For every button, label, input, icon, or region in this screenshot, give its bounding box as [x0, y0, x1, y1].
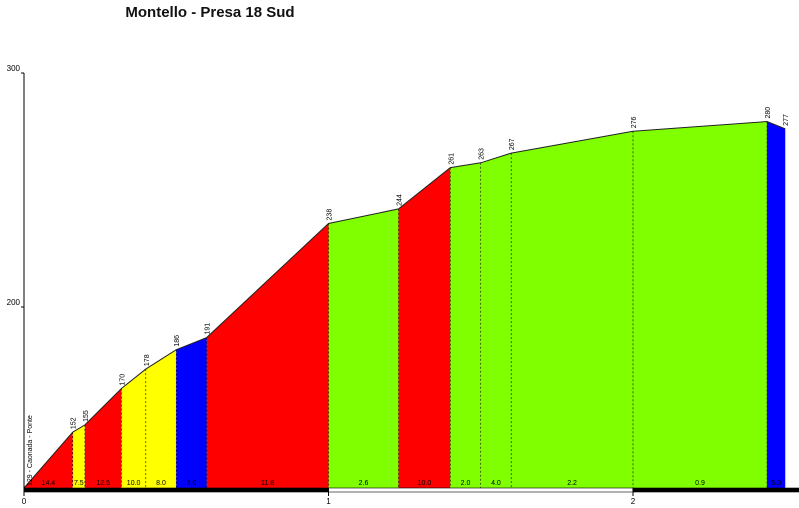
- altitude-label: 276: [631, 116, 638, 128]
- gradient-segment-7: [328, 208, 399, 488]
- distance-band: [328, 487, 634, 493]
- x-tick-label: 1: [326, 497, 331, 506]
- gradient-label: 10.0: [418, 480, 432, 487]
- gradient-segment-6: [206, 223, 329, 488]
- gradient-segment-13: [766, 121, 786, 488]
- gradient-label: 8.0: [156, 480, 166, 487]
- distance-band: [632, 487, 799, 493]
- gradient-label: 2.6: [359, 480, 369, 487]
- gradient-label: 0.9: [695, 480, 705, 487]
- y-tick-label: 300: [7, 64, 21, 73]
- gradient-label: 7.5: [74, 480, 84, 487]
- gradient-segment-11: [511, 131, 633, 489]
- profile-line: [23, 121, 786, 489]
- gradient-segment-2: [84, 388, 122, 488]
- gradient-segment-1: [72, 424, 85, 488]
- gradient-label: 10.0: [127, 480, 141, 487]
- altitude-label: 267: [509, 138, 516, 150]
- x-tick-label: 0: [22, 497, 27, 506]
- altitude-label: 244: [397, 194, 404, 206]
- altitude-label: 170: [119, 374, 126, 386]
- altitude-label: 152: [71, 417, 78, 429]
- gradient-label: 4.0: [491, 480, 501, 487]
- gradient-label: 12.5: [96, 480, 110, 487]
- gradient-label: 11.8: [261, 480, 274, 487]
- altitude-label: 277: [783, 114, 790, 126]
- gradient-segment-9: [450, 162, 481, 488]
- distance-band: [23, 487, 329, 493]
- altitude-label: 263: [479, 148, 486, 160]
- y-tick-label: 200: [7, 298, 21, 307]
- altitude-label: 186: [174, 335, 181, 347]
- x-tick-label: 2: [631, 497, 636, 506]
- altitude-label: 280: [765, 107, 772, 119]
- gradient-segment-12: [633, 121, 767, 488]
- altitude-label: 178: [144, 354, 151, 366]
- gradient-segment-4: [145, 349, 177, 488]
- gradient-label: 2.0: [461, 480, 471, 487]
- gradient-segment-5: [176, 337, 207, 488]
- gradient-segment-8: [398, 167, 451, 489]
- altitude-label: 238: [327, 209, 334, 221]
- gradient-label: 5.0: [771, 480, 781, 487]
- gradient-segment-10: [480, 153, 512, 489]
- gradient-label: 14.4: [42, 480, 56, 487]
- gradient-label: 2.2: [567, 480, 577, 487]
- altitude-label: 191: [205, 323, 212, 335]
- gradient-label: 5.0: [187, 480, 197, 487]
- altitude-label: 261: [448, 153, 455, 165]
- start-label: 129 - Caonada - Ponte: [27, 415, 34, 486]
- gradient-segment-3: [121, 369, 146, 488]
- chart-title: Montello - Presa 18 Sud: [125, 4, 295, 21]
- altitude-label: 155: [83, 410, 90, 422]
